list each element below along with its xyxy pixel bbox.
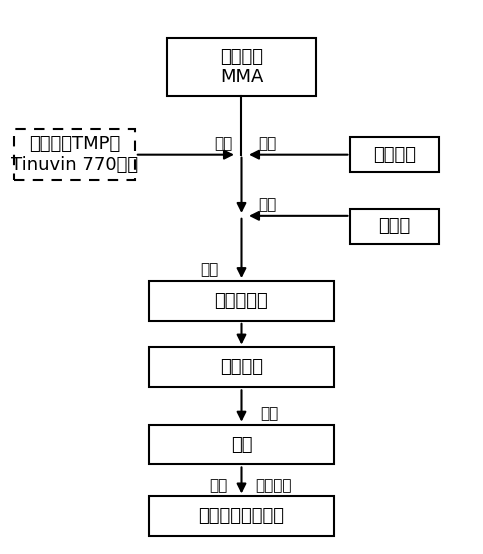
Bar xyxy=(351,209,439,244)
Text: 搅拌降温: 搅拌降温 xyxy=(220,358,263,376)
Text: 聚合单体
MMA: 聚合单体 MMA xyxy=(220,48,263,86)
Text: 引发剂: 引发剂 xyxy=(378,218,411,235)
Bar xyxy=(167,38,316,96)
Bar xyxy=(149,347,334,387)
Bar xyxy=(14,130,135,180)
Text: 激光染料: 激光染料 xyxy=(373,146,416,163)
Text: 搅拌: 搅拌 xyxy=(258,197,276,212)
Bar xyxy=(351,137,439,172)
Text: 密封: 密封 xyxy=(260,406,278,421)
Text: 固体染料激光介质: 固体染料激光介质 xyxy=(199,507,284,525)
Text: 机械加工: 机械加工 xyxy=(256,478,292,493)
Text: 改性剂（TMP、
Tinuvin 770等）: 改性剂（TMP、 Tinuvin 770等） xyxy=(11,135,138,174)
Bar xyxy=(149,496,334,536)
Text: 高温预聚合: 高温预聚合 xyxy=(214,292,269,310)
Text: 退火: 退火 xyxy=(209,478,227,493)
Bar xyxy=(149,281,334,321)
Text: 搅拌: 搅拌 xyxy=(258,136,276,151)
Text: 超声: 超声 xyxy=(214,136,232,151)
Bar xyxy=(149,424,334,464)
Text: 聚合: 聚合 xyxy=(231,435,252,454)
Text: 过滤: 过滤 xyxy=(200,262,218,277)
